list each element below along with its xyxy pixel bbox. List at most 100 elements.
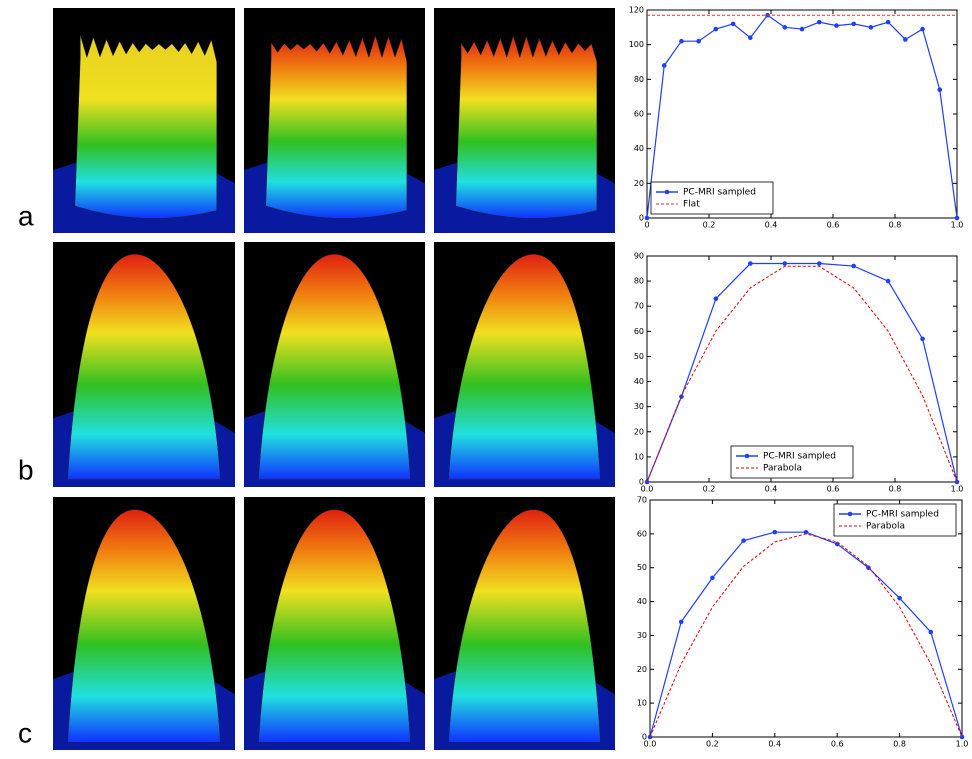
data-point <box>920 26 925 32</box>
data-point <box>954 215 960 221</box>
legend-label: Parabola <box>763 464 802 474</box>
data-point <box>661 63 667 68</box>
legend-label: PC-MRI sampled <box>866 510 939 520</box>
rendered-surface <box>258 253 411 480</box>
plot-frame <box>649 499 963 738</box>
rendered-surface <box>265 34 408 219</box>
y-tick-label: 60 <box>634 327 644 336</box>
data-point <box>799 26 805 32</box>
x-tick-label: 0.6 <box>827 485 840 494</box>
rendered-surface <box>74 34 218 219</box>
x-tick-label: 0.0 <box>641 485 654 494</box>
data-point <box>803 529 809 535</box>
y-tick-label: 0 <box>639 478 644 487</box>
y-tick-label: 70 <box>637 496 647 505</box>
y-tick-label: 80 <box>634 277 644 286</box>
y-tick-label: 50 <box>634 352 644 361</box>
legend-marker <box>744 453 750 459</box>
data-point <box>713 296 719 301</box>
data-point <box>696 38 701 44</box>
rendered-surface <box>448 509 601 743</box>
data-point <box>897 595 902 601</box>
x-tick-label: 0.2 <box>706 740 719 749</box>
legend-label: Flat <box>683 200 700 210</box>
series-line <box>646 262 958 483</box>
legend-label: Parabola <box>866 522 905 532</box>
x-tick-label: 0.4 <box>768 740 781 749</box>
data-point <box>920 336 925 342</box>
data-point <box>866 565 871 571</box>
y-tick-label: 40 <box>634 144 644 153</box>
y-tick-label: 0 <box>639 214 644 223</box>
y-tick-label: 30 <box>634 402 644 411</box>
y-tick-label: 20 <box>637 665 647 674</box>
y-tick-label: 30 <box>637 631 647 640</box>
data-point <box>710 575 715 581</box>
rendered-surface <box>258 509 411 743</box>
legend-box <box>650 181 774 215</box>
y-tick-label: 20 <box>634 179 644 188</box>
x-tick-label: 0.2 <box>703 221 716 230</box>
data-point <box>713 26 719 32</box>
panel-label: a <box>18 200 34 231</box>
data-point <box>928 629 934 635</box>
x-tick-label: 0.8 <box>889 485 902 494</box>
legend-box <box>833 503 957 537</box>
y-tick-label: 70 <box>634 302 644 311</box>
x-tick-label: 0.0 <box>644 740 657 749</box>
x-tick-label: 1.0 <box>951 485 964 494</box>
data-point <box>679 38 684 44</box>
series-line <box>649 533 963 738</box>
data-point <box>885 278 891 284</box>
y-tick-label: 50 <box>637 563 647 572</box>
rendered-surface <box>67 509 221 743</box>
data-point <box>678 619 684 625</box>
data-point <box>903 37 908 42</box>
rendered-surface <box>448 253 601 480</box>
legend-marker <box>847 511 853 517</box>
legend-box <box>730 445 854 479</box>
y-tick-label: 120 <box>629 6 644 15</box>
x-tick-label: 0.8 <box>893 740 906 749</box>
y-tick-label: 80 <box>634 75 644 84</box>
x-tick-label: 0.4 <box>765 485 778 494</box>
legend-marker <box>664 189 670 195</box>
y-tick-label: 60 <box>634 110 644 119</box>
x-tick-label: 1.0 <box>956 740 969 749</box>
x-tick-label: 0.6 <box>827 221 840 230</box>
x-tick-label: 0.2 <box>703 485 716 494</box>
x-tick-label: 0.8 <box>889 221 902 230</box>
x-tick-label: 1.0 <box>951 221 964 230</box>
data-point <box>748 261 753 266</box>
y-tick-label: 90 <box>634 252 644 261</box>
data-point <box>816 19 822 25</box>
data-point <box>834 541 840 547</box>
data-point <box>834 23 839 28</box>
data-point <box>868 25 874 30</box>
rendered-surface <box>455 35 598 219</box>
data-point <box>959 734 965 740</box>
rendered-surface <box>67 253 221 480</box>
data-point <box>741 538 746 543</box>
panel-label: b <box>18 454 34 485</box>
y-tick-label: 20 <box>634 427 644 436</box>
y-tick-label: 40 <box>637 597 647 606</box>
y-tick-label: 100 <box>629 40 644 49</box>
data-point <box>782 25 788 30</box>
x-tick-label: 0 <box>644 221 649 230</box>
plot-frame <box>646 255 958 483</box>
data-point <box>937 87 943 93</box>
x-tick-label: 0.6 <box>831 740 844 749</box>
data-point <box>816 261 822 266</box>
x-tick-label: 0.4 <box>765 221 778 230</box>
data-point <box>782 261 788 266</box>
data-point <box>954 479 960 485</box>
y-tick-label: 10 <box>634 452 644 461</box>
y-tick-label: 10 <box>637 699 647 708</box>
data-point <box>772 529 778 535</box>
data-point <box>851 21 856 27</box>
data-point <box>885 19 891 25</box>
y-tick-label: 60 <box>637 529 647 538</box>
